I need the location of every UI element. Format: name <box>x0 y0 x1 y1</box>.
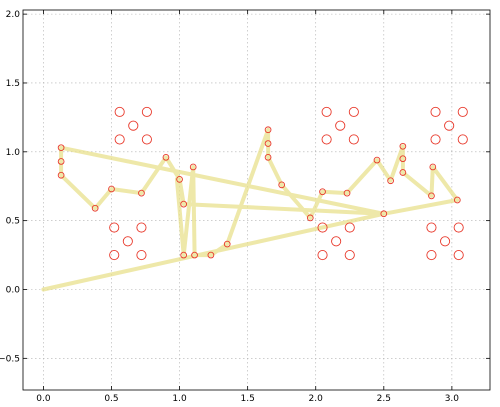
large-marker <box>122 236 133 247</box>
large-marker <box>430 134 441 145</box>
y-tick-label: 0.5 <box>6 217 20 227</box>
small-marker <box>399 142 407 150</box>
x-tick-label: 2.0 <box>309 394 324 404</box>
small-marker <box>373 156 381 164</box>
large-marker <box>453 222 464 233</box>
large-marker <box>426 222 437 233</box>
large-marker <box>321 134 332 145</box>
grid <box>23 10 490 390</box>
large-marker <box>114 106 125 117</box>
small-marker <box>108 185 115 193</box>
small-marker <box>91 204 99 212</box>
large-marker <box>335 120 346 131</box>
large-marker <box>457 134 468 145</box>
tick-layer <box>23 10 490 390</box>
x-tick-label: 3.0 <box>445 394 460 404</box>
x-tick-label: 0.5 <box>104 394 118 404</box>
large-marker <box>109 250 120 261</box>
x-tick-label: 2.5 <box>377 394 391 404</box>
small-marker <box>319 188 326 196</box>
small-marker <box>399 155 407 163</box>
small-marker <box>189 163 197 171</box>
x-tick-label: 0.0 <box>36 394 51 404</box>
large-marker <box>426 250 437 261</box>
large-marker <box>317 222 328 233</box>
x-tick-label: 1.5 <box>240 394 254 404</box>
small-marker <box>264 140 272 147</box>
y-tick-label: 0.0 <box>6 285 21 295</box>
large-marker <box>141 134 152 145</box>
large-marker <box>344 250 355 261</box>
small-marker <box>57 144 65 152</box>
small-marker <box>57 171 65 179</box>
small-marker <box>162 153 170 161</box>
large-marker <box>344 222 355 233</box>
large-marker <box>317 250 328 261</box>
large-marker <box>128 120 139 131</box>
small-marker <box>306 214 314 222</box>
small-marker <box>191 251 198 259</box>
large-marker <box>141 106 152 117</box>
large-marker <box>321 106 332 117</box>
small-marker <box>180 251 188 259</box>
small-marker <box>429 163 437 171</box>
small-marker <box>57 158 65 165</box>
large-marker <box>453 250 464 261</box>
large-marker <box>136 222 147 233</box>
large-marker <box>348 106 359 117</box>
small-marker <box>264 126 272 134</box>
large-marker <box>348 134 359 145</box>
small-marker <box>428 192 435 200</box>
path-line <box>41 127 460 292</box>
small-marker <box>380 210 388 218</box>
small-marker <box>399 169 407 176</box>
small-marker <box>264 153 272 161</box>
plot-frame <box>22 9 491 391</box>
small-marker <box>453 196 461 204</box>
small-marker <box>343 189 351 197</box>
large-marker <box>109 222 120 233</box>
path-line-layer <box>41 127 460 292</box>
y-tick-label: 2.0 <box>6 10 21 20</box>
small-marker <box>278 181 286 189</box>
large-marker <box>136 250 147 261</box>
large-marker <box>114 134 125 145</box>
tick-label-layer: 0.0 0.5 1.0 1.5 2.0 2.5 3.0 −0.5 0.0 0.5 1.0 1.5 2.0 <box>0 10 459 404</box>
small-marker <box>176 175 183 183</box>
small-marker <box>180 200 188 208</box>
y-tick-label: 1.0 <box>6 148 21 158</box>
y-tick-label: −0.5 <box>0 354 20 364</box>
small-marker <box>387 177 394 185</box>
large-marker <box>457 106 468 117</box>
y-tick-label: 1.5 <box>6 79 20 89</box>
large-marker <box>440 236 451 247</box>
x-tick-label: 1.0 <box>172 394 187 404</box>
small-marker <box>207 251 215 259</box>
large-marker <box>430 106 441 117</box>
large-marker <box>331 236 342 247</box>
small-marker <box>223 240 231 248</box>
large-marker <box>444 120 455 131</box>
small-marker <box>138 189 145 197</box>
marker-layer <box>57 106 468 261</box>
